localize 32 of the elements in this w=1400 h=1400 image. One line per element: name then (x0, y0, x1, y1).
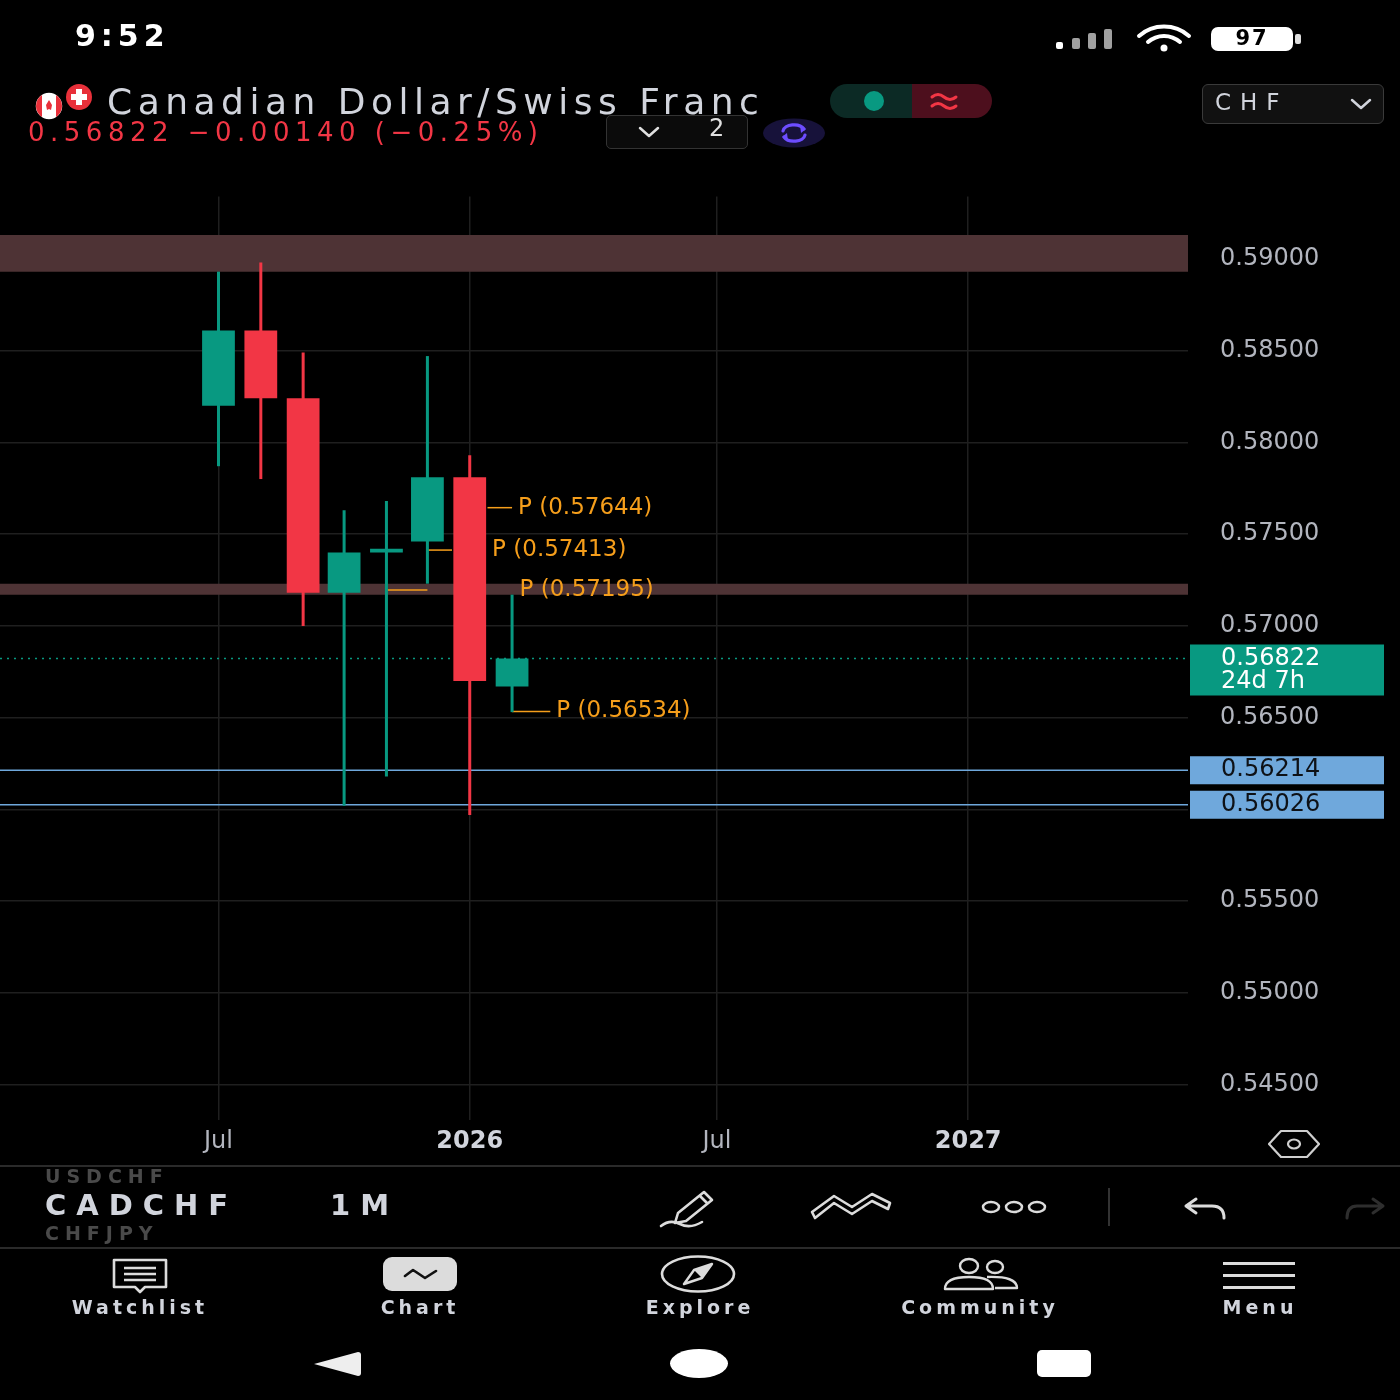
text: Community (900, 1296, 1060, 1319)
y-tick-label: 0.58000 (1220, 426, 1320, 455)
series-label: P (0.57413) (492, 535, 627, 562)
text: 9:52 (75, 18, 170, 54)
series-label: P (0.56534) (556, 696, 691, 723)
ref-line-label: 0.56214 (1221, 754, 1321, 783)
text: CHFJPY (45, 1222, 159, 1245)
y-tick-label: 0.56500 (1220, 701, 1320, 730)
x-tick-label: 2026 (436, 1126, 504, 1155)
y-tick-label: 0.54500 (1220, 1068, 1320, 1097)
series-label: P (0.57644) (518, 492, 653, 519)
x-tick-label: Jul (202, 1126, 233, 1155)
y-tick-label: 0.55500 (1220, 885, 1320, 914)
y-tick-label: 0.57500 (1220, 518, 1320, 547)
y-tick-label: 0.57000 (1220, 610, 1320, 639)
text: Watchlist (70, 1296, 210, 1319)
text: Explore (644, 1296, 756, 1319)
text: USDCHF (45, 1165, 169, 1188)
chart-subtitle: 0.56822 −0.00140 (−0.25%) (28, 117, 544, 148)
text: Menu (1221, 1296, 1299, 1319)
text: Chart (379, 1296, 461, 1319)
ref-line-label: 0.56822 24d 7h (1221, 642, 1321, 694)
y-tick-label: 0.59000 (1220, 243, 1320, 272)
text: 1M (330, 1188, 400, 1223)
x-tick-label: 2027 (934, 1126, 1002, 1155)
x-tick-label: Jul (700, 1126, 732, 1155)
y-tick-label: 0.58500 (1220, 334, 1320, 363)
text: CADCHF (45, 1188, 239, 1223)
text: P (0.57195) (519, 575, 654, 602)
text: CHF (1215, 89, 1289, 116)
y-tick-label: 0.55000 (1220, 977, 1320, 1006)
ref-line-label: 0.56026 (1221, 788, 1321, 817)
